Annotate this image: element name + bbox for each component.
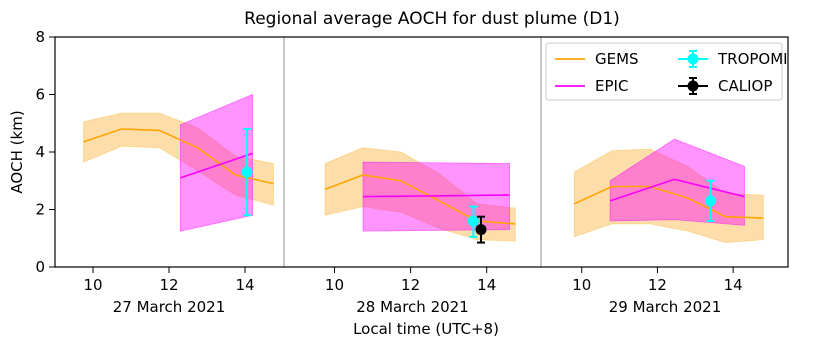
y-tick-label: 8 (35, 28, 45, 46)
epic-line (609, 178, 745, 202)
x-tick-label: 10 (572, 276, 591, 294)
x-tick-label: 12 (401, 276, 420, 294)
y-tick-label: 4 (35, 143, 45, 161)
tropomi-point (241, 166, 253, 178)
legend-caliop-label: CALIOP (718, 77, 772, 95)
legend-caliop-marker (687, 80, 699, 92)
legend-gems-label: GEMS (595, 50, 639, 68)
epic-range-band (180, 93, 253, 232)
gems-line (573, 185, 764, 219)
x-axis-label: Local time (UTC+8) (353, 320, 499, 338)
panel-date-label: 29 March 2021 (609, 298, 722, 316)
x-tick-label: 14 (724, 276, 743, 294)
panel-date-label: 27 March 2021 (113, 298, 226, 316)
gems-line (324, 174, 516, 225)
plot-frame (54, 36, 789, 268)
legend-tropomi-marker (687, 53, 699, 65)
gems-range-band (573, 148, 764, 244)
y-tick-label: 6 (35, 86, 45, 104)
x-tick-label: 14 (235, 276, 254, 294)
x-tick-label: 10 (325, 276, 344, 294)
legend-tropomi-label: TROPOMI (717, 50, 788, 68)
y-tick-label: 0 (35, 258, 45, 276)
tropomi-point (704, 195, 716, 207)
chart-title: Regional average AOCH for dust plume (D1… (244, 9, 620, 29)
caliop-point (475, 224, 487, 236)
gems-line (83, 128, 274, 185)
legend: GEMS EPIC TROPOMI CALIOP (545, 42, 788, 101)
epic-line (362, 194, 510, 198)
legend-box (545, 42, 783, 101)
x-tick-label: 14 (477, 276, 496, 294)
plot-area: 0 2 4 6 8 10 12 14 27 March 2021 10 12 14 28 March 2… (35, 28, 764, 316)
legend-epic-label: EPIC (595, 77, 628, 95)
y-axis-label: AOCH (km) (8, 110, 26, 193)
y-tick-label: 2 (35, 201, 45, 219)
x-tick-label: 12 (159, 276, 178, 294)
epic-line (180, 152, 253, 179)
x-tick-label: 12 (648, 276, 667, 294)
tropomi-point (467, 215, 479, 227)
panel-date-label: 28 March 2021 (356, 298, 469, 316)
x-tick-label: 10 (83, 276, 102, 294)
gems-range-band (83, 112, 274, 206)
